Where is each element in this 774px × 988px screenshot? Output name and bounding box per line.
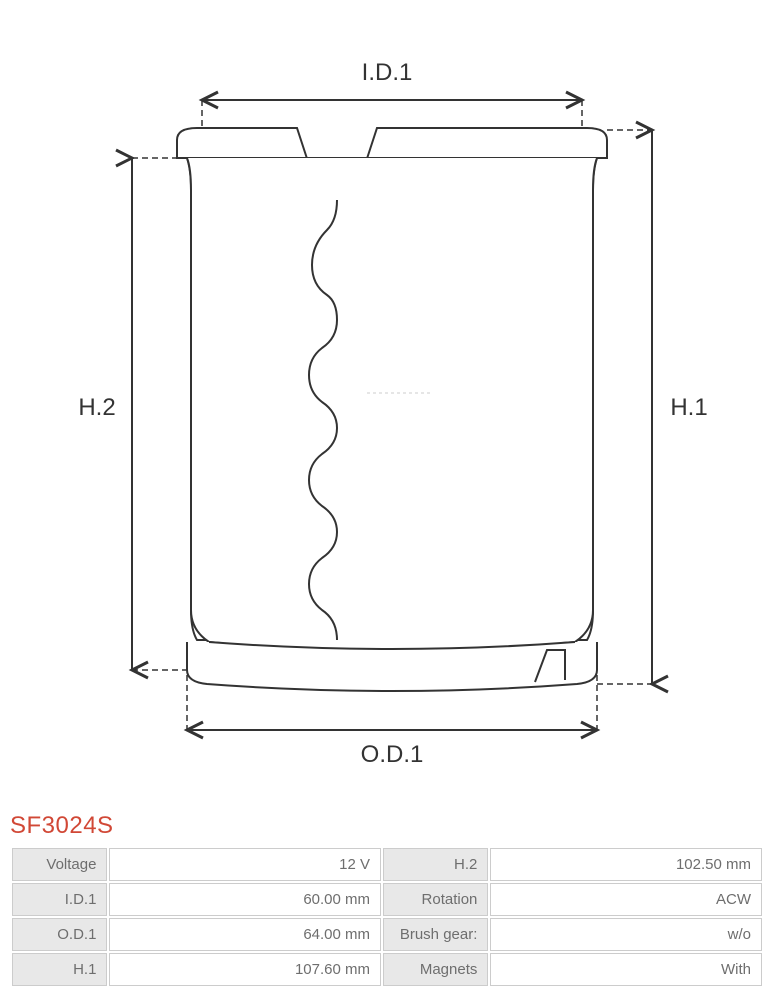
part-title: SF3024S — [0, 800, 774, 846]
spec-label: I.D.1 — [12, 883, 107, 916]
dim-label-id1: I.D.1 — [362, 59, 413, 86]
spec-table-body: Voltage12 VH.2102.50 mmI.D.160.00 mmRota… — [12, 848, 762, 986]
spec-label: O.D.1 — [12, 918, 107, 951]
spec-label: H.2 — [383, 848, 488, 881]
spec-value: 102.50 mm — [490, 848, 762, 881]
table-row: I.D.160.00 mmRotationACW — [12, 883, 762, 916]
spec-label: Magnets — [383, 953, 488, 986]
table-row: Voltage12 VH.2102.50 mm — [12, 848, 762, 881]
spec-label: Rotation — [383, 883, 488, 916]
table-row: H.1107.60 mmMagnetsWith — [12, 953, 762, 986]
page: I.D.1 H.2 — [0, 0, 774, 988]
spec-value: ACW — [490, 883, 762, 916]
spec-label: Brush gear: — [383, 918, 488, 951]
part-diagram: I.D.1 H.2 — [37, 50, 737, 770]
dim-label-h2: H.2 — [78, 394, 115, 421]
spec-value: w/o — [490, 918, 762, 951]
spec-value: 107.60 mm — [109, 953, 381, 986]
spec-table: Voltage12 VH.2102.50 mmI.D.160.00 mmRota… — [10, 846, 764, 988]
spec-value: 60.00 mm — [109, 883, 381, 916]
spec-label: H.1 — [12, 953, 107, 986]
dim-label-od1: O.D.1 — [361, 741, 424, 768]
diagram-container: I.D.1 H.2 — [0, 0, 774, 800]
spec-value: With — [490, 953, 762, 986]
dim-label-h1: H.1 — [670, 394, 707, 421]
spec-value: 64.00 mm — [109, 918, 381, 951]
spec-value: 12 V — [109, 848, 381, 881]
table-row: O.D.164.00 mmBrush gear:w/o — [12, 918, 762, 951]
spec-label: Voltage — [12, 848, 107, 881]
part-body-outline — [187, 158, 597, 650]
